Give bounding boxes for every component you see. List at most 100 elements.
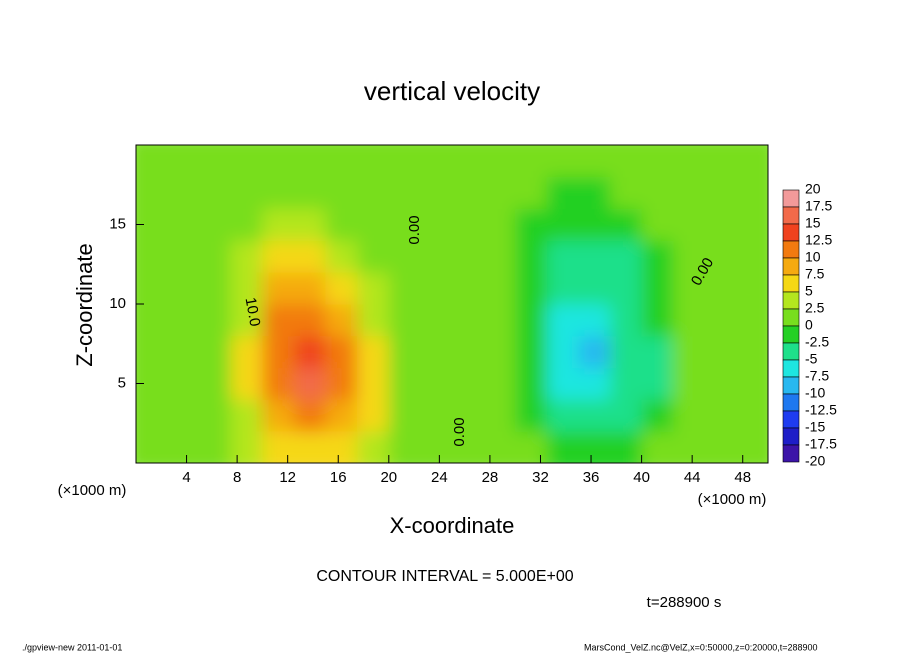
field-blur [136, 145, 768, 463]
colorbar-label: 12.5 [805, 232, 832, 248]
chart-title: vertical velocity [364, 76, 540, 106]
x-axis-label: X-coordinate [390, 513, 515, 538]
cell [452, 208, 485, 241]
cell [610, 145, 643, 178]
colorbar-box [782, 274, 800, 293]
cell [357, 367, 390, 400]
cell [578, 399, 611, 432]
cell [546, 176, 579, 210]
cell [420, 399, 453, 432]
cell [641, 304, 674, 337]
cell [199, 176, 232, 210]
cell [483, 304, 516, 337]
cell [388, 145, 421, 178]
x-tick-label: 16 [330, 469, 347, 486]
cell [420, 431, 453, 463]
colorbar-box [782, 376, 800, 395]
cell [483, 335, 516, 369]
cell [230, 431, 263, 463]
cell [357, 176, 390, 210]
cell [641, 367, 674, 400]
cell [515, 431, 548, 463]
cell [294, 335, 327, 369]
cell [673, 240, 706, 273]
cell [262, 335, 295, 369]
cell [294, 431, 327, 463]
cell [515, 208, 548, 241]
cell [136, 431, 169, 463]
colorbar-box [782, 206, 800, 225]
cell [673, 335, 706, 369]
cell [641, 176, 674, 210]
cell [452, 240, 485, 273]
x-tick-label: 8 [233, 469, 241, 486]
cell [515, 335, 548, 369]
colorbar-label: -20 [805, 453, 825, 469]
cell [704, 304, 737, 337]
colorbar-box [782, 223, 800, 242]
contour-interval: CONTOUR INTERVAL = 5.000E+00 [316, 568, 573, 585]
cell [199, 399, 232, 432]
cell [452, 399, 485, 432]
cell [641, 240, 674, 273]
cell [641, 208, 674, 241]
cell [294, 367, 327, 400]
cell [388, 272, 421, 305]
cell [452, 272, 485, 305]
cell [546, 335, 579, 369]
colorbar-box [782, 427, 800, 446]
cell [515, 304, 548, 337]
cell [452, 431, 485, 463]
cell [199, 145, 232, 178]
x-tick-label: 48 [734, 469, 751, 486]
cell [641, 431, 674, 463]
cell [230, 145, 263, 178]
x-tick-label: 20 [380, 469, 397, 486]
cell [515, 176, 548, 210]
cell [610, 176, 643, 210]
cell [483, 431, 516, 463]
cell [388, 367, 421, 400]
cell [262, 145, 295, 178]
cell [294, 208, 327, 241]
cell [546, 272, 579, 305]
cell [357, 304, 390, 337]
cell [294, 399, 327, 432]
cell [325, 240, 358, 273]
cell [230, 272, 263, 305]
cell [578, 431, 611, 463]
cell [199, 240, 232, 273]
cell [578, 176, 611, 210]
cell [230, 304, 263, 337]
colorbar-label: 2.5 [805, 300, 825, 316]
cell [641, 145, 674, 178]
cell [136, 240, 169, 273]
x-tick-label: 4 [182, 469, 190, 486]
colorbar-box [782, 291, 800, 310]
cell [420, 304, 453, 337]
cell [167, 176, 200, 210]
cell [262, 367, 295, 400]
cell [452, 304, 485, 337]
cell [230, 208, 263, 241]
y-tick-label: 15 [109, 215, 126, 232]
cell [736, 431, 768, 463]
cell [483, 399, 516, 432]
cell [578, 145, 611, 178]
cell [136, 272, 169, 305]
cell [136, 145, 169, 178]
cell [388, 240, 421, 273]
cell [515, 367, 548, 400]
cell [452, 367, 485, 400]
cell [515, 272, 548, 305]
cell [325, 208, 358, 241]
cell [578, 367, 611, 400]
colorbar-label: 17.5 [805, 198, 832, 214]
cell [610, 431, 643, 463]
cell [167, 335, 200, 369]
cell [420, 335, 453, 369]
colorbar-box [782, 189, 800, 208]
cell [325, 145, 358, 178]
cell [294, 304, 327, 337]
cell [420, 272, 453, 305]
